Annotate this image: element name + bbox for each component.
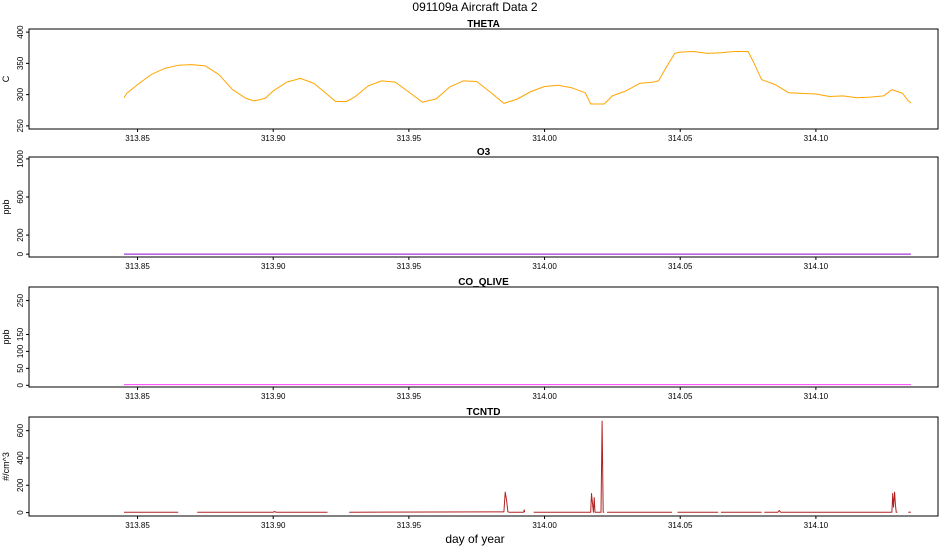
theta-y-tick-label: 400 [16, 25, 25, 39]
tcntd-y-tick-label: 600 [16, 423, 25, 437]
theta-x-tick-label: 313.85 [125, 134, 150, 143]
o3-y-tick-label: 1000 [16, 149, 25, 167]
tcntd-x-tick-label: 313.85 [125, 521, 150, 530]
o3-y-tick-label: 0 [16, 251, 25, 256]
co-qlive-x-tick-label: 313.95 [397, 392, 422, 401]
panels: THETA C 313.85 313.90 313.95 314.00 314.05 314.… [1, 19, 939, 530]
co-qlive-x-tick-label: 313.90 [261, 392, 286, 401]
tcntd-panel: TCNTD #/cm^3 313.85 313.90 313.95 314.00 314.0… [1, 407, 939, 530]
o3-panel-title: O3 [477, 147, 491, 158]
tcntd-y-tick-label: 400 [16, 451, 25, 465]
o3-x-tick-label: 314.00 [532, 262, 557, 271]
theta-x-tick-label: 314.05 [668, 134, 693, 143]
theta-y-tick-label: 250 [16, 119, 25, 133]
co-qlive-y-tick-label: 250 [16, 293, 25, 307]
co-qlive-x-tick-label: 314.00 [532, 392, 557, 401]
theta-x-tick-label: 313.90 [261, 134, 286, 143]
o3-plot-frame [28, 156, 939, 258]
o3-y-tick-label: 600 [16, 190, 25, 204]
o3-x-tick-label: 313.85 [125, 262, 150, 271]
o3-y-tick-label: 200 [16, 228, 25, 242]
theta-panel: THETA C 313.85 313.90 313.95 314.00 314.05 314.… [1, 19, 939, 143]
co-qlive-x-tick-label: 314.10 [804, 392, 829, 401]
co-qlive-y-axis-label: ppb [1, 329, 11, 344]
co-qlive-panel-title: CO_QLIVE [458, 277, 509, 288]
tcntd-x-tick-label: 314.05 [668, 521, 693, 530]
theta-x-tick-label: 314.00 [532, 134, 557, 143]
tcntd-x-tick-label: 313.90 [261, 521, 286, 530]
o3-x-tick-label: 314.10 [804, 262, 829, 271]
co-qlive-y-tick-label: 50 [16, 363, 25, 372]
tcntd-series-line [349, 491, 526, 513]
tcntd-x-tick-label: 313.95 [397, 521, 422, 530]
theta-series-line [123, 51, 912, 105]
theta-y-tick-label: 300 [16, 87, 25, 101]
theta-panel-title: THETA [467, 19, 500, 30]
figure-title: 091109a Aircraft Data 2 [412, 0, 538, 14]
o3-panel: O3 ppb 313.85 313.90 313.95 314.00 314.05 314.1… [1, 147, 939, 271]
co-qlive-y-tick-label: 150 [16, 327, 25, 341]
tcntd-series-line [197, 511, 328, 513]
tcntd-series-line [533, 420, 605, 513]
theta-y-tick-label: 350 [16, 56, 25, 70]
co-qlive-y-tick-label: 100 [16, 344, 25, 358]
tcntd-y-tick-label: 0 [16, 510, 25, 515]
o3-y-axis-label: ppb [1, 199, 11, 214]
co-qlive-y-tick-label: 0 [16, 383, 25, 388]
co-qlive-x-tick-label: 313.85 [125, 392, 150, 401]
theta-x-tick-label: 313.95 [397, 134, 422, 143]
tcntd-panel-title: TCNTD [467, 407, 501, 418]
co-qlive-plot-frame [28, 286, 939, 388]
tcntd-x-tick-label: 314.00 [532, 521, 557, 530]
o3-x-tick-label: 313.95 [397, 262, 422, 271]
tcntd-series-line [764, 491, 898, 513]
theta-y-axis-label: C [1, 75, 11, 82]
tcntd-y-axis-label: #/cm^3 [1, 452, 11, 481]
co-qlive-x-tick-label: 314.05 [668, 392, 693, 401]
o3-x-tick-label: 314.05 [668, 262, 693, 271]
theta-x-tick-label: 314.10 [804, 134, 829, 143]
tcntd-plot-frame [28, 416, 939, 517]
tcntd-x-tick-label: 314.10 [804, 521, 829, 530]
theta-plot-frame [28, 28, 939, 130]
tcntd-y-tick-label: 200 [16, 478, 25, 492]
x-axis-label: day of year [445, 532, 504, 546]
o3-x-tick-label: 313.90 [261, 262, 286, 271]
